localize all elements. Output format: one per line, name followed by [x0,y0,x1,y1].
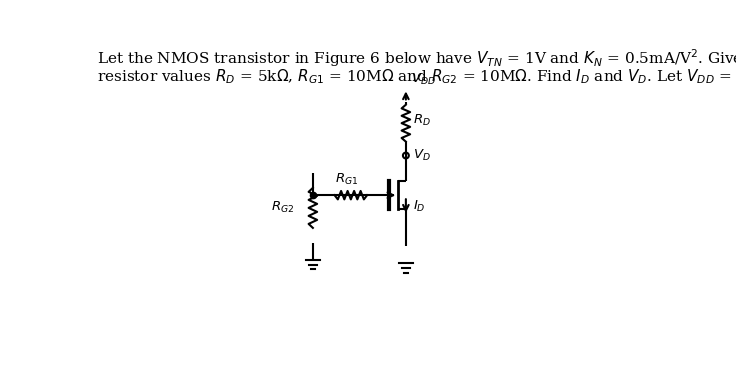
Text: $V_D$: $V_D$ [413,148,431,163]
Text: $R_{G2}$: $R_{G2}$ [271,201,294,215]
Text: $V_{DD}$: $V_{DD}$ [411,72,436,87]
Text: $R_D$: $R_D$ [413,113,431,128]
Text: resistor values $R_D$ = 5k$\Omega$, $R_{G1}$ = 10M$\Omega$ and $R_{G2}$ = 10M$\O: resistor values $R_D$ = 5k$\Omega$, $R_{… [96,67,736,86]
Text: $I_D$: $I_D$ [413,198,425,214]
Text: Let the NMOS transistor in Figure 6 below have $V_{TN}$ = 1V and $K_N$ = 0.5mA/V: Let the NMOS transistor in Figure 6 belo… [96,48,736,70]
Text: $R_{G1}$: $R_{G1}$ [336,171,358,187]
